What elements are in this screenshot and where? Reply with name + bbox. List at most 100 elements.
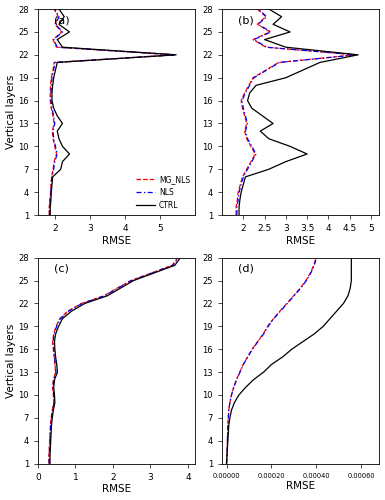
- CTRL: [229, 407, 234, 413]
- CTRL: [54, 362, 59, 368]
- NLS: [246, 354, 250, 360]
- MG_NLS: [53, 369, 58, 375]
- CTRL: [288, 29, 292, 35]
- NLS: [225, 438, 230, 444]
- MG_NLS: [47, 460, 51, 466]
- MG_NLS: [234, 376, 239, 382]
- NLS: [50, 105, 54, 111]
- MG_NLS: [235, 197, 239, 203]
- CTRL: [55, 369, 60, 375]
- MG_NLS: [244, 136, 249, 141]
- CTRL: [232, 400, 237, 406]
- CTRL: [82, 300, 87, 306]
- NLS: [116, 285, 120, 291]
- CTRL: [48, 460, 52, 466]
- MG_NLS: [49, 74, 54, 80]
- NLS: [234, 212, 239, 218]
- MG_NLS: [50, 407, 55, 413]
- NLS: [241, 174, 246, 180]
- MG_NLS: [253, 151, 258, 157]
- NLS: [173, 52, 177, 58]
- CTRL: [105, 293, 110, 299]
- NLS: [245, 136, 250, 141]
- CTRL: [341, 300, 346, 306]
- NLS: [48, 430, 53, 436]
- CTRL: [290, 346, 294, 352]
- MG_NLS: [48, 430, 52, 436]
- NLS: [266, 324, 270, 330]
- MG_NLS: [52, 362, 57, 368]
- CTRL: [251, 376, 256, 382]
- NLS: [250, 346, 255, 352]
- NLS: [67, 308, 71, 314]
- NLS: [292, 293, 296, 299]
- CTRL: [228, 415, 232, 421]
- MG_NLS: [225, 430, 230, 436]
- MG_NLS: [308, 270, 313, 276]
- NLS: [241, 105, 246, 111]
- CTRL: [225, 446, 230, 452]
- CTRL: [49, 430, 54, 436]
- MG_NLS: [52, 60, 56, 66]
- MG_NLS: [263, 14, 268, 20]
- MG_NLS: [238, 369, 242, 375]
- CTRL: [59, 166, 63, 172]
- NLS: [243, 90, 248, 96]
- CTRL: [60, 158, 65, 164]
- CTRL: [266, 6, 271, 12]
- MG_NLS: [52, 6, 56, 12]
- CTRL: [349, 278, 354, 283]
- CTRL: [48, 212, 52, 218]
- NLS: [252, 74, 256, 80]
- NLS: [176, 254, 181, 260]
- CTRL: [356, 52, 360, 58]
- NLS: [49, 98, 53, 103]
- MG_NLS: [255, 22, 259, 28]
- CTRL: [48, 446, 53, 452]
- NLS: [55, 151, 60, 157]
- CTRL: [49, 189, 54, 195]
- MG_NLS: [353, 52, 358, 58]
- Line: NLS: NLS: [50, 9, 175, 215]
- MG_NLS: [242, 113, 247, 119]
- NLS: [278, 308, 283, 314]
- NLS: [49, 422, 53, 428]
- CTRL: [239, 189, 243, 195]
- CTRL: [52, 74, 56, 80]
- MG_NLS: [51, 166, 55, 172]
- MG_NLS: [268, 29, 273, 35]
- MG_NLS: [263, 44, 268, 50]
- CTRL: [224, 460, 229, 466]
- CTRL: [312, 331, 316, 337]
- CTRL: [238, 197, 242, 203]
- NLS: [48, 438, 52, 444]
- NLS: [52, 36, 56, 43]
- CTRL: [225, 453, 229, 459]
- MG_NLS: [49, 174, 54, 180]
- MG_NLS: [234, 212, 238, 218]
- CTRL: [349, 262, 354, 268]
- NLS: [80, 300, 85, 306]
- Line: MG_NLS: MG_NLS: [226, 258, 316, 464]
- NLS: [252, 36, 256, 43]
- MG_NLS: [226, 407, 231, 413]
- NLS: [249, 158, 254, 164]
- CTRL: [261, 369, 266, 375]
- CTRL: [57, 22, 61, 28]
- NLS: [49, 189, 53, 195]
- NLS: [226, 422, 230, 428]
- MG_NLS: [52, 331, 56, 337]
- MG_NLS: [50, 384, 55, 390]
- CTRL: [55, 113, 60, 119]
- MG_NLS: [115, 285, 119, 291]
- MG_NLS: [311, 262, 316, 268]
- NLS: [234, 376, 239, 382]
- Text: (b): (b): [238, 15, 253, 25]
- X-axis label: RMSE: RMSE: [102, 236, 131, 246]
- MG_NLS: [49, 182, 53, 188]
- NLS: [256, 338, 260, 344]
- NLS: [60, 29, 65, 35]
- NLS: [47, 212, 52, 218]
- MG_NLS: [244, 120, 249, 126]
- CTRL: [178, 254, 183, 260]
